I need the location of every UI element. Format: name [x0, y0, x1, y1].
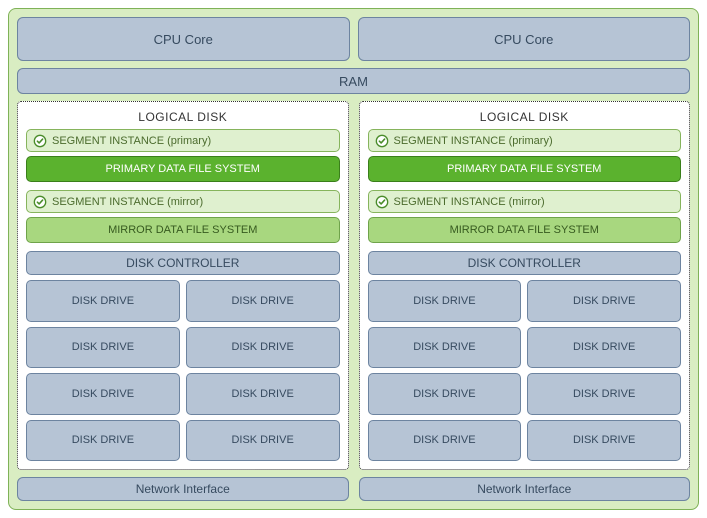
mirror-data-file-system: MIRROR DATA FILE SYSTEM [368, 217, 682, 243]
disk-drive: DISK DRIVE [26, 280, 180, 322]
network-interface-left: Network Interface [17, 477, 349, 501]
logical-disk-title: LOGICAL DISK [26, 108, 340, 129]
segment-instance-mirror: SEGMENT INSTANCE (mirror) [368, 190, 682, 213]
host-container: CPU Core CPU Core RAM LOGICAL DISK SEGME… [8, 8, 699, 510]
segment-instance-primary: SEGMENT INSTANCE (primary) [368, 129, 682, 152]
mirror-group: SEGMENT INSTANCE (mirror) MIRROR DATA FI… [26, 190, 340, 243]
primary-data-file-system: PRIMARY DATA FILE SYSTEM [26, 156, 340, 182]
segment-instance-mirror: SEGMENT INSTANCE (mirror) [26, 190, 340, 213]
disk-drive: DISK DRIVE [527, 420, 681, 462]
primary-group: SEGMENT INSTANCE (primary) PRIMARY DATA … [368, 129, 682, 182]
logical-disk-row: LOGICAL DISK SEGMENT INSTANCE (primary) … [17, 101, 690, 470]
cpu-core-right: CPU Core [358, 17, 691, 61]
disk-drive: DISK DRIVE [368, 280, 522, 322]
disk-drives-grid: DISK DRIVE DISK DRIVE DISK DRIVE DISK DR… [368, 280, 682, 461]
disk-section: DISK CONTROLLER DISK DRIVE DISK DRIVE DI… [26, 251, 340, 461]
disk-controller: DISK CONTROLLER [368, 251, 682, 275]
primary-group: SEGMENT INSTANCE (primary) PRIMARY DATA … [26, 129, 340, 182]
ram-box: RAM [17, 68, 690, 94]
disk-section: DISK CONTROLLER DISK DRIVE DISK DRIVE DI… [368, 251, 682, 461]
disk-drive: DISK DRIVE [186, 420, 340, 462]
disk-drive: DISK DRIVE [26, 420, 180, 462]
segment-instance-primary: SEGMENT INSTANCE (primary) [26, 129, 340, 152]
disk-drive: DISK DRIVE [186, 373, 340, 415]
primary-data-file-system: PRIMARY DATA FILE SYSTEM [368, 156, 682, 182]
disk-drive: DISK DRIVE [527, 327, 681, 369]
mirror-group: SEGMENT INSTANCE (mirror) MIRROR DATA FI… [368, 190, 682, 243]
mirror-data-file-system: MIRROR DATA FILE SYSTEM [26, 217, 340, 243]
cpu-row: CPU Core CPU Core [17, 17, 690, 61]
disk-drive: DISK DRIVE [527, 373, 681, 415]
disk-drive: DISK DRIVE [26, 373, 180, 415]
disk-drive: DISK DRIVE [368, 373, 522, 415]
disk-drive: DISK DRIVE [368, 420, 522, 462]
disk-drive: DISK DRIVE [368, 327, 522, 369]
logical-disk-right: LOGICAL DISK SEGMENT INSTANCE (primary) … [359, 101, 691, 470]
logical-disk-left: LOGICAL DISK SEGMENT INSTANCE (primary) … [17, 101, 349, 470]
check-icon [33, 134, 47, 148]
network-row: Network Interface Network Interface [17, 477, 690, 501]
disk-drive: DISK DRIVE [186, 280, 340, 322]
disk-drive: DISK DRIVE [186, 327, 340, 369]
disk-drives-grid: DISK DRIVE DISK DRIVE DISK DRIVE DISK DR… [26, 280, 340, 461]
logical-disk-title: LOGICAL DISK [368, 108, 682, 129]
disk-controller: DISK CONTROLLER [26, 251, 340, 275]
disk-drive: DISK DRIVE [527, 280, 681, 322]
check-icon [33, 195, 47, 209]
check-icon [375, 134, 389, 148]
network-interface-right: Network Interface [359, 477, 691, 501]
cpu-core-left: CPU Core [17, 17, 350, 61]
disk-drive: DISK DRIVE [26, 327, 180, 369]
check-icon [375, 195, 389, 209]
